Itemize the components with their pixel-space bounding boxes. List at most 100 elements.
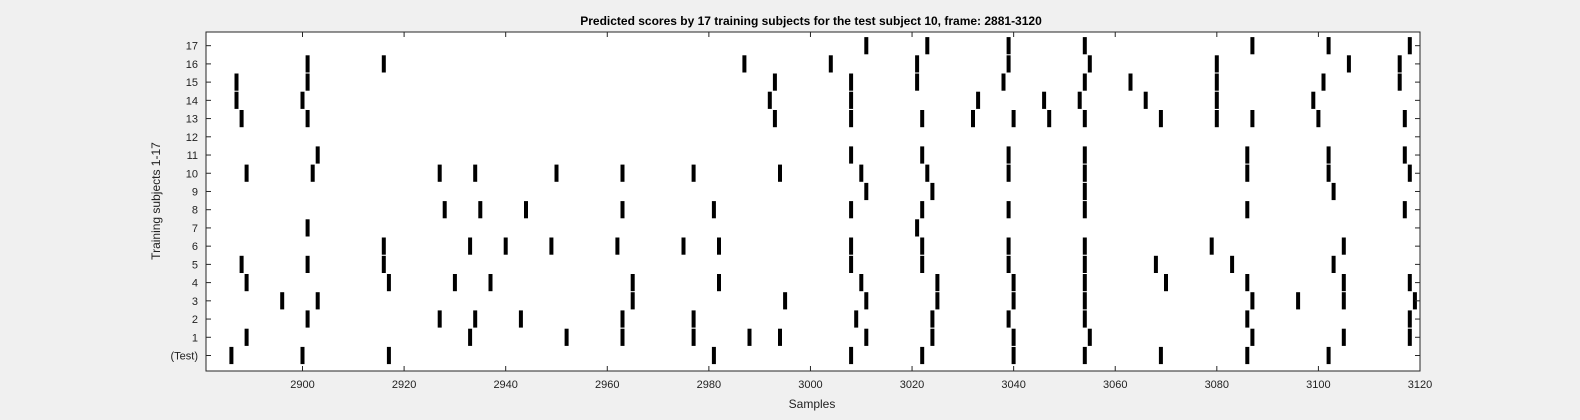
- score-mark: [1082, 346, 1087, 365]
- score-mark: [1087, 55, 1092, 73]
- score-mark: [1214, 110, 1219, 128]
- score-mark: [1011, 110, 1016, 128]
- score-mark: [976, 91, 981, 109]
- score-mark: [849, 110, 854, 128]
- x-tick-label: 3000: [798, 379, 822, 391]
- score-mark: [767, 91, 772, 109]
- score-mark: [386, 274, 391, 292]
- score-mark: [1326, 164, 1331, 182]
- score-mark: [1042, 91, 1047, 109]
- score-mark: [1250, 292, 1255, 310]
- score-mark: [925, 164, 930, 182]
- score-mark: [1245, 201, 1250, 219]
- score-mark: [864, 292, 869, 310]
- score-mark: [1250, 110, 1255, 128]
- y-tick-label: 6: [192, 241, 198, 253]
- y-tick-label: 14: [186, 95, 198, 107]
- score-mark: [300, 346, 305, 365]
- y-tick-label: 10: [186, 168, 198, 180]
- score-mark: [828, 55, 833, 73]
- score-mark: [1407, 274, 1412, 292]
- score-mark: [915, 219, 920, 237]
- score-mark: [711, 346, 716, 365]
- x-tick-label: 3120: [1408, 379, 1432, 391]
- score-mark: [305, 73, 310, 91]
- y-tick-label: 2: [192, 314, 198, 326]
- score-mark: [1082, 274, 1087, 292]
- score-mark: [1001, 73, 1006, 91]
- score-mark: [1341, 274, 1346, 292]
- score-mark: [742, 55, 747, 73]
- y-tick-label: (Test): [171, 351, 199, 363]
- score-mark: [1397, 55, 1402, 73]
- score-mark: [1006, 164, 1011, 182]
- x-axis-ticks: 2900 2920 2940 2960 2980 3000 3020 3040 3060 3080…: [290, 32, 1432, 391]
- score-mark: [935, 292, 940, 310]
- score-mark: [1407, 164, 1412, 182]
- score-mark: [1214, 91, 1219, 109]
- x-tick-label: 2920: [392, 379, 416, 391]
- score-mark: [1346, 55, 1351, 73]
- score-mark: [920, 201, 925, 219]
- score-mark: [1082, 237, 1087, 255]
- score-mark: [849, 201, 854, 219]
- score-mark: [925, 37, 930, 55]
- score-mark: [1326, 37, 1331, 55]
- x-tick-label: 2940: [493, 379, 517, 391]
- score-mark: [1153, 255, 1158, 273]
- x-tick-label: 3040: [1001, 379, 1025, 391]
- score-mark: [1006, 310, 1011, 328]
- score-mark: [1082, 37, 1087, 55]
- score-mark: [1209, 237, 1214, 255]
- score-mark: [747, 328, 752, 346]
- score-mark: [1250, 328, 1255, 346]
- score-mark: [305, 255, 310, 273]
- score-mark: [1006, 201, 1011, 219]
- score-mark: [1011, 328, 1016, 346]
- score-mark: [381, 237, 386, 255]
- y-tick-label: 17: [186, 41, 198, 53]
- y-tick-label: 15: [186, 77, 198, 89]
- score-mark: [452, 274, 457, 292]
- score-mark: [437, 310, 442, 328]
- score-mark: [1326, 146, 1331, 164]
- score-mark: [864, 37, 869, 55]
- score-mark: [691, 328, 696, 346]
- score-mark: [305, 110, 310, 128]
- score-mark: [920, 255, 925, 273]
- score-mark: [920, 346, 925, 365]
- score-mark: [239, 255, 244, 273]
- score-mark: [849, 237, 854, 255]
- score-mark: [915, 55, 920, 73]
- score-mark: [381, 255, 386, 273]
- score-mark: [681, 237, 686, 255]
- score-mark: [620, 201, 625, 219]
- score-mark: [711, 201, 716, 219]
- y-tick-label: 3: [192, 296, 198, 308]
- score-mark: [915, 73, 920, 91]
- score-mark: [1397, 73, 1402, 91]
- score-mark: [554, 164, 559, 182]
- score-mark: [315, 146, 320, 164]
- score-mark: [920, 110, 925, 128]
- score-mark: [691, 310, 696, 328]
- score-mark: [305, 310, 310, 328]
- score-mark: [783, 292, 788, 310]
- score-mark: [849, 255, 854, 273]
- score-mark: [1407, 37, 1412, 55]
- score-mark: [930, 182, 935, 201]
- score-mark: [1245, 146, 1250, 164]
- score-mark: [620, 310, 625, 328]
- score-mark: [468, 237, 473, 255]
- score-mark: [524, 201, 528, 219]
- score-mark: [468, 328, 473, 346]
- score-mark: [1077, 91, 1082, 109]
- y-tick-label: 13: [186, 114, 198, 126]
- score-mark: [280, 292, 285, 310]
- score-mark: [1082, 201, 1087, 219]
- score-mark: [1082, 110, 1087, 128]
- score-mark: [1214, 55, 1219, 73]
- score-mark: [1006, 255, 1011, 273]
- score-mark: [381, 55, 386, 73]
- score-mark: [854, 310, 859, 328]
